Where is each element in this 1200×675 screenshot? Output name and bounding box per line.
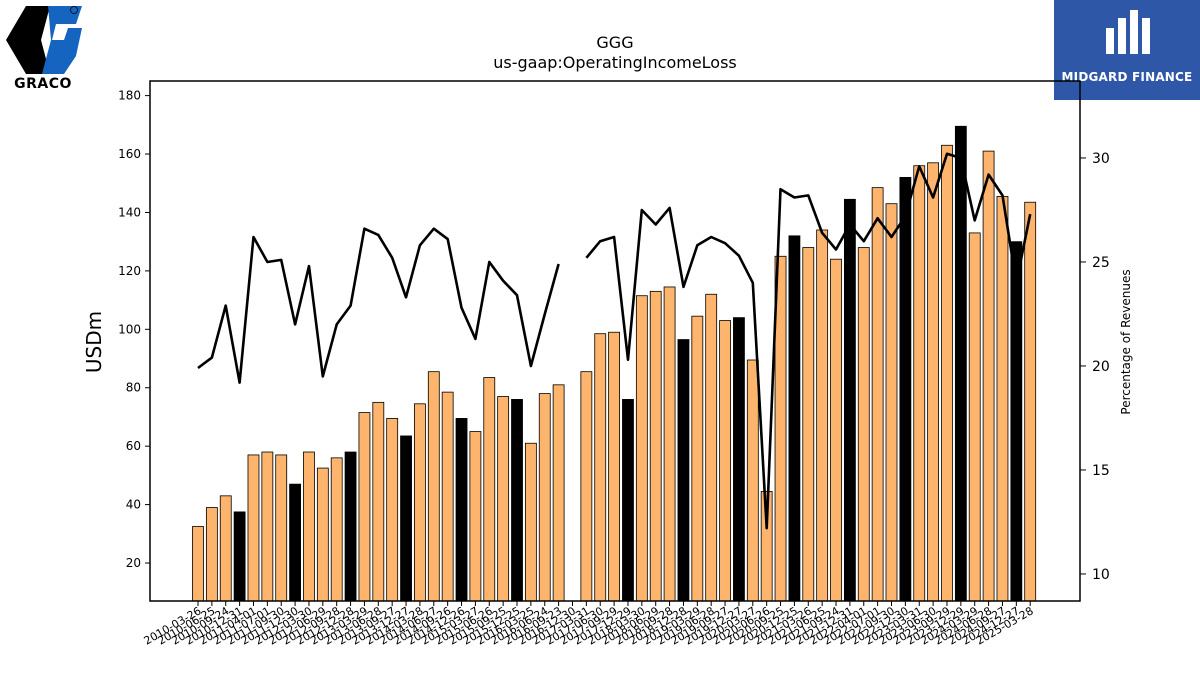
chart-title: GGG	[596, 33, 633, 52]
bar	[871, 187, 884, 602]
y-tick-label: 80	[126, 381, 141, 395]
bar	[816, 229, 829, 602]
bar	[857, 247, 870, 602]
y-tick-label: 60	[126, 439, 141, 453]
bar	[289, 483, 301, 602]
bar	[788, 235, 801, 602]
bar	[705, 293, 718, 602]
y-tick-label: 100	[118, 322, 141, 336]
bar	[261, 451, 274, 602]
y-tick-label: 120	[118, 264, 141, 278]
bar	[455, 418, 468, 602]
axes-group: 2040608010012014016018010152025302010-03…	[118, 80, 1110, 648]
bar	[511, 399, 523, 602]
bar	[691, 315, 704, 602]
y-tick-label: 180	[118, 89, 141, 103]
bar	[192, 526, 204, 602]
y-tick-label: 160	[118, 147, 141, 161]
bar	[358, 412, 371, 602]
bar	[885, 203, 898, 602]
bar	[941, 144, 953, 602]
bars-group	[192, 125, 1037, 602]
percentage-line	[197, 152, 1032, 530]
bar	[635, 295, 648, 602]
bar	[719, 320, 731, 602]
bar	[441, 391, 454, 602]
bar	[400, 435, 412, 602]
bar	[677, 339, 690, 602]
bar	[954, 125, 967, 602]
midgard-finance-text: MIDGARD FINANCE	[1061, 70, 1193, 84]
bar	[913, 165, 926, 602]
bar	[733, 317, 745, 602]
y-axis-label: USDm	[82, 311, 106, 373]
chart-subtitle: us-gaap:OperatingIncomeLoss	[493, 53, 737, 72]
midgard-finance-logo: MIDGARD FINANCE	[1054, 0, 1200, 100]
bar	[247, 454, 260, 602]
bar	[594, 333, 607, 602]
bar	[663, 286, 676, 602]
bar	[219, 495, 232, 602]
graco-logo-text: GRACO	[14, 76, 72, 92]
bar	[996, 195, 1009, 602]
bar	[1010, 241, 1023, 602]
bar	[344, 451, 357, 602]
y2-tick-label: 25	[1092, 255, 1110, 271]
y2-tick-label: 15	[1092, 463, 1110, 479]
y-tick-label: 40	[126, 498, 141, 512]
bar	[330, 457, 343, 602]
bar	[524, 442, 537, 602]
bar	[968, 232, 981, 602]
bar	[1024, 201, 1037, 602]
plot-frame	[149, 80, 1081, 602]
bar	[802, 247, 815, 602]
bar	[982, 150, 995, 602]
graco-logo: GRACO	[4, 4, 82, 92]
y2-axis-label: Percentage of Revenues	[1119, 269, 1133, 414]
bar	[927, 162, 940, 602]
bar	[372, 401, 385, 602]
bar	[580, 371, 593, 602]
bar	[316, 467, 329, 602]
bar	[622, 399, 634, 602]
bar	[483, 377, 496, 602]
bar	[843, 198, 856, 602]
y-tick-label: 140	[118, 205, 141, 219]
y2-tick-label: 30	[1092, 151, 1110, 167]
bar	[386, 418, 399, 602]
bar	[427, 371, 440, 602]
line-group	[197, 152, 1032, 530]
bar	[746, 359, 759, 602]
y2-tick-label: 10	[1092, 567, 1110, 583]
bar	[899, 177, 912, 602]
bar	[497, 396, 510, 602]
bar	[538, 393, 551, 602]
bar	[414, 403, 426, 602]
bar	[469, 431, 482, 602]
bar	[303, 451, 315, 602]
bar	[608, 331, 620, 602]
bar	[830, 258, 842, 602]
bar	[275, 454, 288, 602]
bar	[205, 507, 218, 602]
bar	[649, 290, 662, 602]
bar	[552, 384, 565, 602]
y-tick-label: 20	[126, 556, 141, 570]
y2-tick-label: 20	[1092, 359, 1110, 375]
bar	[233, 511, 246, 602]
